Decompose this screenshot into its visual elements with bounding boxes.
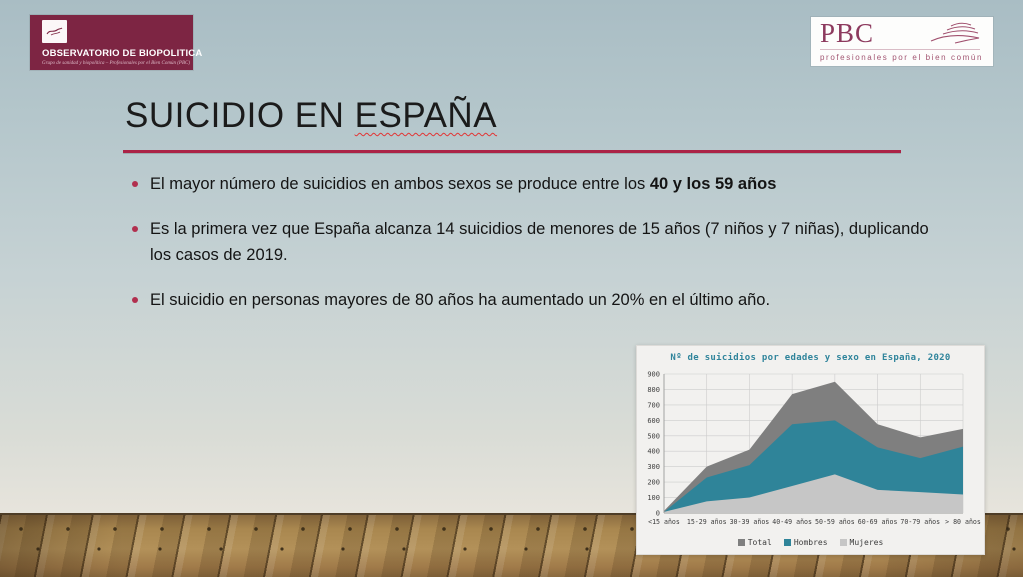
- legend-label: Mujeres: [849, 538, 884, 547]
- legend-swatch-icon: [839, 539, 847, 546]
- x-axis-tick-label: 60-69 años: [858, 518, 898, 526]
- x-axis-tick-label: 40-49 años: [772, 518, 812, 526]
- bullet-text: Es la primera vez que España alcanza 14 …: [150, 220, 929, 265]
- chart-card: Nº de suicidios por edades y sexo en Esp…: [636, 345, 985, 555]
- area-chart: 0 100 200 300 400 500 600 700 800 900 <15 años 15-2…: [637, 366, 986, 532]
- y-axis-tick-label: 800: [647, 386, 660, 394]
- pbc-acronym: PBC: [820, 18, 875, 48]
- slide-title-prefix: SUICIDIO EN: [125, 96, 355, 135]
- slide-title-underlined-word: ESPAÑA: [354, 96, 498, 135]
- x-axis-tick-label: <15 años: [648, 518, 680, 526]
- chart-legend: Total Hombres Mujeres: [637, 538, 984, 547]
- y-axis-tick-label: 700: [647, 401, 660, 409]
- chart-title: Nº de suicidios por edades y sexo en Esp…: [670, 353, 951, 363]
- bullet-item: Es la primera vez que España alcanza 14 …: [131, 216, 931, 268]
- pbc-tagline: profesionales por el bien común: [820, 49, 981, 62]
- x-axis-tick-label: 30-39 años: [730, 518, 770, 526]
- y-axis-tick-label: 900: [647, 371, 660, 379]
- legend-swatch-icon: [737, 539, 745, 546]
- legend-item-hombres: Hombres: [783, 538, 828, 547]
- legend-swatch-icon: [783, 539, 791, 546]
- legend-item-mujeres: Mujeres: [839, 538, 884, 547]
- legend-label: Hombres: [793, 538, 828, 547]
- bullet-dot-icon: [132, 226, 138, 233]
- bullet-dot-icon: [132, 181, 138, 187]
- bullet-item: El mayor número de suicidios en ambos se…: [131, 171, 931, 197]
- bullet-list: El mayor número de suicidios en ambos se…: [131, 171, 931, 332]
- x-axis-tick-label: 15-29 años: [687, 518, 727, 526]
- y-axis-tick-label: 100: [647, 494, 660, 502]
- y-axis-tick-label: 600: [647, 417, 660, 425]
- legend-item-total: Total: [737, 538, 772, 547]
- area-series-mujeres: [664, 474, 963, 513]
- observatorio-bird-icon: [42, 20, 67, 43]
- x-axis-tick-label: > 80 años: [945, 518, 981, 526]
- slide-title: SUICIDIO EN ESPAÑA: [125, 96, 497, 136]
- y-axis-tick-label: 500: [647, 432, 660, 440]
- bullet-text: El suicidio en personas mayores de 80 añ…: [150, 291, 771, 310]
- y-axis-tick-label: 0: [656, 510, 660, 518]
- y-axis-tick-label: 400: [647, 448, 660, 456]
- y-axis-tick-label: 300: [647, 463, 660, 471]
- legend-label: Total: [747, 538, 772, 547]
- title-divider-line: [123, 150, 901, 153]
- observatorio-subtitle: Grupo de sanidad y biopolítica – Profesi…: [42, 61, 190, 66]
- bullet-dot-icon: [132, 297, 138, 304]
- area-series-hombres: [664, 420, 963, 513]
- y-axis-tick-label: 200: [647, 479, 660, 487]
- pbc-logo: PBC profesionales por el bien común: [811, 17, 993, 66]
- x-axis-tick-label: 70-79 años: [900, 518, 940, 526]
- bullet-item: El suicidio en personas mayores de 80 añ…: [131, 287, 931, 313]
- pbc-waves-icon: [929, 21, 981, 52]
- observatorio-title: OBSERVATORIO DE BIOPOLITICA: [42, 48, 203, 59]
- bullet-text: El mayor número de suicidios en ambos se…: [150, 175, 777, 193]
- observatorio-logo: OBSERVATORIO DE BIOPOLITICA Grupo de san…: [30, 15, 202, 70]
- x-axis-tick-label: 50-59 años: [815, 518, 855, 526]
